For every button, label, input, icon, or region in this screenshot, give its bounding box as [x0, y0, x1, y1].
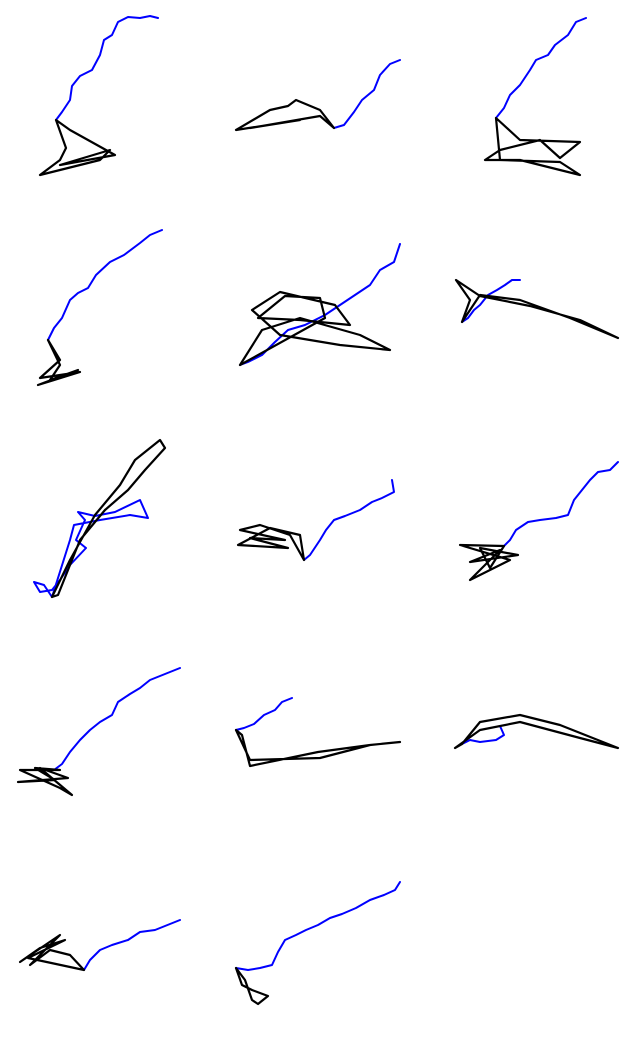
trajectory-panel-1 [38, 15, 159, 177]
trajectory-panel-7 [33, 438, 167, 599]
predicted-trajectory-line [454, 278, 620, 340]
trajectory-panel-3 [483, 17, 587, 177]
trajectory-panel-14 [234, 881, 401, 1006]
predicted-trajectory-line [234, 966, 270, 1006]
observed-trajectory-line [333, 59, 401, 129]
trajectory-panel-9 [458, 461, 619, 582]
trajectory-panel-12 [453, 713, 620, 750]
observed-trajectory-line [83, 919, 181, 971]
observed-trajectory-line [461, 725, 505, 745]
observed-trajectory-line [503, 461, 619, 547]
predicted-trajectory-line [236, 523, 306, 562]
observed-trajectory-line [235, 881, 401, 971]
trajectory-panel-8 [236, 479, 395, 562]
predicted-trajectory-line [453, 713, 620, 750]
trajectory-panel-13 [18, 919, 181, 972]
observed-trajectory-line [33, 499, 149, 598]
trajectory-panel-5 [238, 243, 401, 367]
predicted-trajectory-line [458, 543, 520, 582]
observed-trajectory-line [47, 229, 163, 341]
predicted-trajectory-line [36, 338, 82, 387]
observed-trajectory-line [303, 479, 395, 561]
observed-trajectory-line [53, 667, 181, 771]
trajectory-panel-6 [454, 278, 620, 340]
predicted-trajectory-line [234, 98, 336, 132]
predicted-trajectory-line [38, 118, 117, 177]
predicted-trajectory-line [238, 290, 392, 367]
observed-trajectory-line [495, 17, 587, 119]
observed-trajectory-line [239, 243, 401, 366]
predicted-trajectory-line [16, 766, 74, 797]
predicted-trajectory-line [234, 728, 402, 768]
trajectory-panel-11 [234, 697, 402, 768]
trajectory-panel-2 [234, 59, 401, 132]
trajectory-panel-4 [36, 229, 163, 387]
predicted-trajectory-line [483, 116, 582, 177]
predicted-trajectory-line [18, 933, 86, 972]
trajectory-panel-10 [16, 667, 181, 797]
predicted-trajectory-line [50, 438, 167, 599]
observed-trajectory-line [55, 15, 159, 121]
observed-trajectory-line [235, 697, 293, 731]
